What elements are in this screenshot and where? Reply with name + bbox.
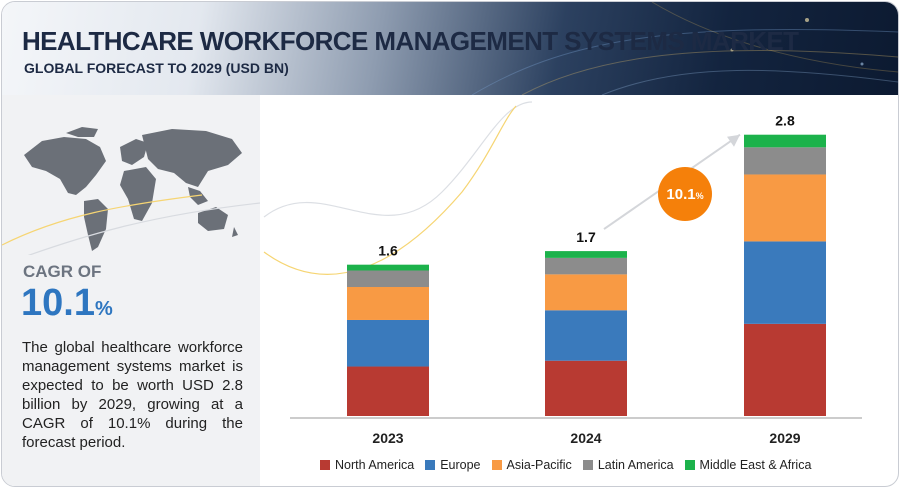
- bar-asia-pacific-2029: [744, 174, 826, 242]
- legend-label: Middle East & Africa: [699, 458, 812, 472]
- chart-subtitle: GLOBAL FORECAST TO 2029 (USD BN): [24, 60, 289, 76]
- decorative-curve-yellow: [263, 105, 517, 275]
- cagr-badge-label: 10.1%: [666, 186, 703, 203]
- legend-swatch: [320, 460, 330, 470]
- x-tick-label-2024: 2024: [570, 430, 601, 446]
- chart-title: HEALTHCARE WORKFORCE MANAGEMENT SYSTEMS …: [22, 26, 799, 56]
- total-label-2029: 2.8: [775, 113, 795, 129]
- cagr-percent-sign: %: [94, 298, 113, 320]
- bar-north-america-2024: [545, 360, 627, 416]
- bar-latin-america-2029: [744, 147, 826, 175]
- world-map-icon: [2, 127, 260, 255]
- market-description: The global healthcare workforce manageme…: [22, 339, 243, 451]
- legend-swatch: [582, 460, 593, 470]
- cagr-value: 10.1%: [21, 282, 113, 325]
- bar-middle-east-africa-2023: [347, 264, 429, 271]
- chart-legend: North America Europe Asia-Pacific Latin Ame…: [320, 458, 811, 472]
- legend-label: Latin America: [597, 458, 674, 472]
- legend-item-asia-pacific: Asia-Pacific: [491, 458, 572, 472]
- bar-latin-america-2024: [545, 257, 627, 275]
- legend-item-north-america: North America: [320, 458, 414, 472]
- bar-asia-pacific-2023: [347, 286, 429, 320]
- legend-label: Asia-Pacific: [506, 458, 572, 472]
- bar-europe-2024: [545, 310, 627, 361]
- legend-swatch: [491, 460, 502, 470]
- legend-swatch: [425, 460, 436, 470]
- cagr-badge: [658, 167, 712, 221]
- total-label-2023: 1.6: [378, 243, 398, 259]
- bar-asia-pacific-2024: [545, 274, 627, 311]
- legend-swatch: [684, 460, 695, 470]
- bar-north-america-2029: [744, 323, 826, 416]
- bar-north-america-2023: [347, 366, 429, 416]
- header-light-streaks-icon: [471, 2, 898, 95]
- legend-item-europe: Europe: [425, 458, 481, 472]
- bar-europe-2023: [347, 319, 429, 367]
- legend-label: Europe: [440, 458, 481, 472]
- bar-middle-east-africa-2024: [545, 251, 627, 258]
- bar-middle-east-africa-2029: [744, 134, 826, 148]
- legend-item-latin-america: Latin America: [582, 458, 674, 472]
- cagr-number: 10.1: [21, 282, 95, 324]
- x-tick-label-2023: 2023: [372, 430, 403, 446]
- total-label-2024: 1.7: [576, 229, 596, 245]
- legend-label: North America: [335, 458, 415, 472]
- header-banner: HEALTHCARE WORKFORCE MANAGEMENT SYSTEMS …: [2, 2, 898, 95]
- x-tick-label-2029: 2029: [769, 430, 800, 446]
- summary-panel: CAGR OF 10.1% The global healthcare work…: [2, 95, 260, 486]
- bar-europe-2029: [744, 241, 826, 324]
- decorative-curve-grey: [263, 101, 533, 218]
- cagr-label: CAGR OF: [23, 262, 102, 281]
- bar-latin-america-2023: [347, 270, 429, 287]
- growth-arrow-head-icon: [727, 134, 740, 147]
- legend-item-middle-east-africa: Middle East & Africa: [684, 458, 812, 472]
